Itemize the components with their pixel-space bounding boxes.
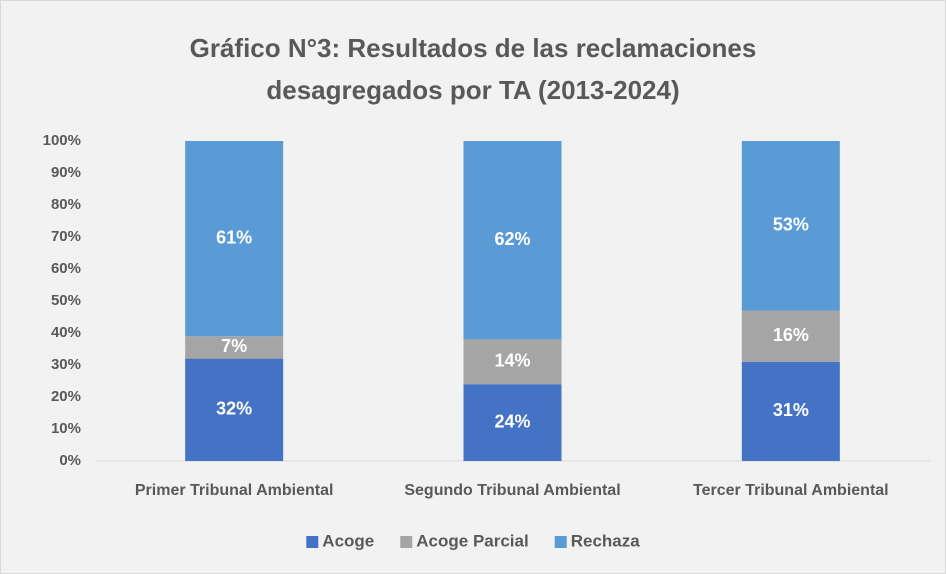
- bar-segment: [185, 336, 284, 359]
- bar-segment: [185, 141, 284, 337]
- y-tick-label: 70%: [51, 228, 81, 245]
- y-tick-label: 30%: [51, 356, 81, 373]
- x-tick-label: Tercer Tribunal Ambiental: [693, 482, 889, 499]
- bar-segment: [463, 141, 562, 340]
- bar-segment: [741, 310, 840, 362]
- y-tick-label: 90%: [51, 164, 81, 181]
- y-tick-label: 50%: [51, 292, 81, 309]
- data-label: 62%: [494, 229, 530, 249]
- y-tick-label: 80%: [51, 196, 81, 213]
- y-tick-label: 100%: [43, 132, 81, 149]
- y-tick-label: 10%: [51, 420, 81, 437]
- data-label: 61%: [216, 227, 252, 247]
- chart-title: desagregados por TA (2013-2024): [266, 75, 679, 105]
- legend-swatch: [400, 536, 413, 548]
- bar-segment: [741, 361, 840, 461]
- y-tick-label: 60%: [51, 260, 81, 277]
- y-tick-label: 20%: [51, 388, 81, 405]
- legend-label: Rechaza: [571, 531, 641, 550]
- data-label: 16%: [773, 325, 809, 345]
- x-tick-label: Segundo Tribunal Ambiental: [404, 482, 620, 499]
- bar-segment: [463, 384, 562, 461]
- data-label: 31%: [773, 400, 809, 420]
- data-label: 24%: [494, 411, 530, 431]
- data-label: 7%: [221, 336, 247, 356]
- bar-segment: [741, 141, 840, 311]
- bar-segment: [463, 339, 562, 385]
- y-tick-label: 0%: [59, 452, 81, 469]
- data-label: 53%: [773, 215, 809, 235]
- bar-segment: [185, 358, 284, 461]
- data-label: 32%: [216, 399, 252, 419]
- data-label: 14%: [494, 351, 530, 371]
- chart-title: Gráfico N°3: Resultados de las reclamaci…: [190, 33, 757, 63]
- x-tick-label: Primer Tribunal Ambiental: [135, 482, 334, 499]
- legend-label: Acoge: [322, 531, 374, 550]
- legend-swatch: [554, 536, 567, 548]
- legend-swatch: [306, 536, 319, 548]
- legend-label: Acoge Parcial: [416, 531, 528, 550]
- y-tick-label: 40%: [51, 324, 81, 341]
